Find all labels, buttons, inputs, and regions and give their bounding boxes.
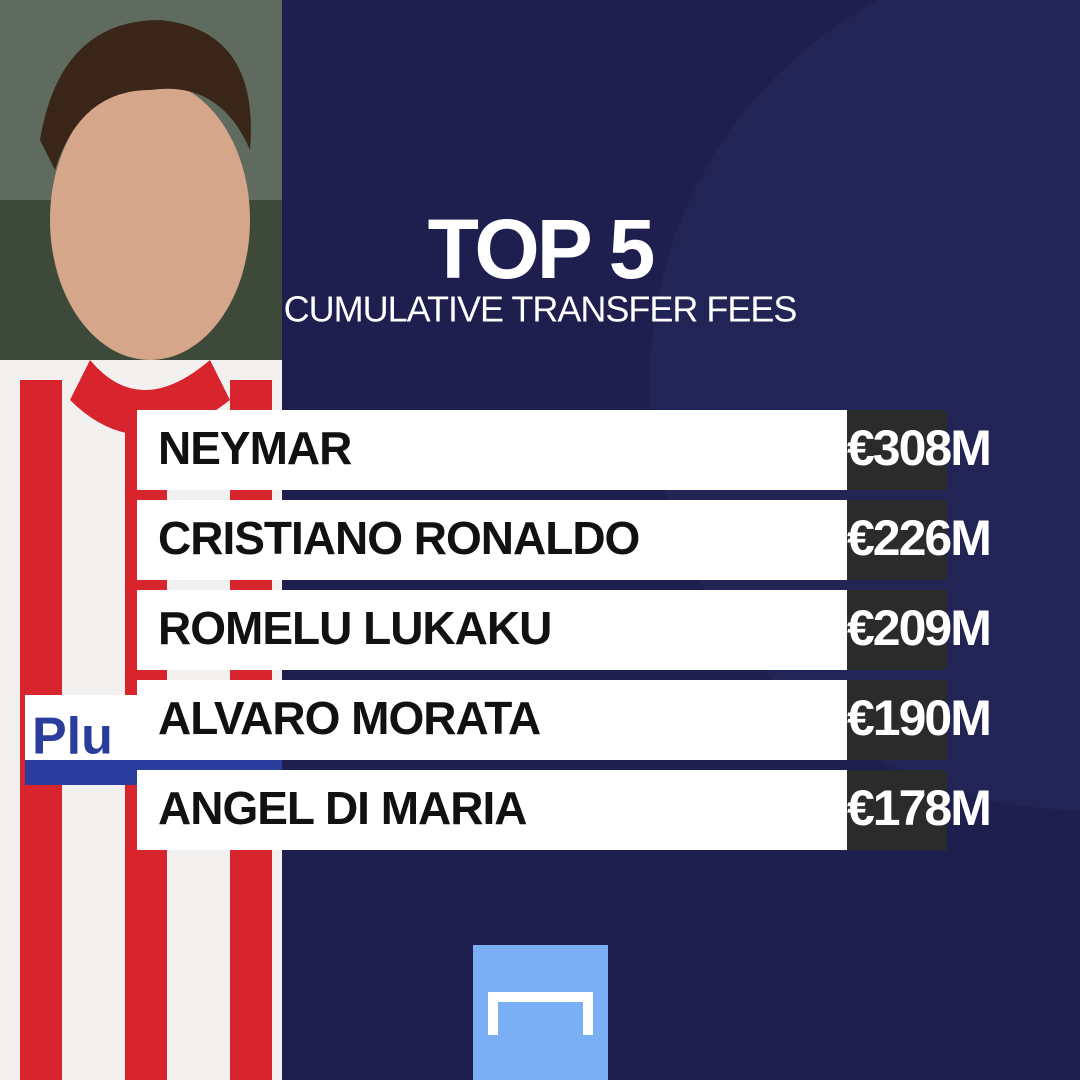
- player-name: ROMELU LUKAKU: [158, 602, 551, 654]
- row-bar: [137, 590, 847, 670]
- transfer-fee: €226M: [847, 510, 990, 566]
- table-row: ALVARO MORATA €190M: [137, 680, 992, 760]
- fee-box: [847, 770, 947, 850]
- transfer-fee: €308M: [847, 420, 990, 476]
- transfer-fee: €190M: [847, 690, 990, 746]
- fee-box: [847, 410, 947, 490]
- logo: [473, 945, 608, 1080]
- row-bar: [137, 680, 847, 760]
- fee-box: [847, 500, 947, 580]
- row-bar: [137, 500, 847, 580]
- ranking-table: NEYMAR €308M CRISTIANO RONALDO €226M ROMELU …: [137, 410, 992, 850]
- table-row: ROMELU LUKAKU €209M: [137, 590, 992, 670]
- player-name: ANGEL DI MARIA: [158, 782, 527, 834]
- table-row: ANGEL DI MARIA €178M: [137, 770, 992, 850]
- svg-text:Plu: Plu: [32, 708, 113, 766]
- player-name: ALVARO MORATA: [158, 692, 540, 744]
- table-row: NEYMAR €308M: [137, 410, 992, 490]
- player-name: NEYMAR: [158, 422, 352, 474]
- player-name: CRISTIANO RONALDO: [158, 512, 639, 564]
- fee-box: [847, 590, 947, 670]
- transfer-fee: €209M: [847, 600, 990, 656]
- transfer-fee: €178M: [847, 780, 990, 836]
- fee-box: [847, 680, 947, 760]
- subtitle: CUMULATIVE TRANSFER FEES: [284, 289, 797, 330]
- row-bar: [137, 770, 847, 850]
- title: TOP 5: [428, 202, 654, 296]
- row-bar: [137, 410, 847, 490]
- table-row: CRISTIANO RONALDO €226M: [137, 500, 992, 580]
